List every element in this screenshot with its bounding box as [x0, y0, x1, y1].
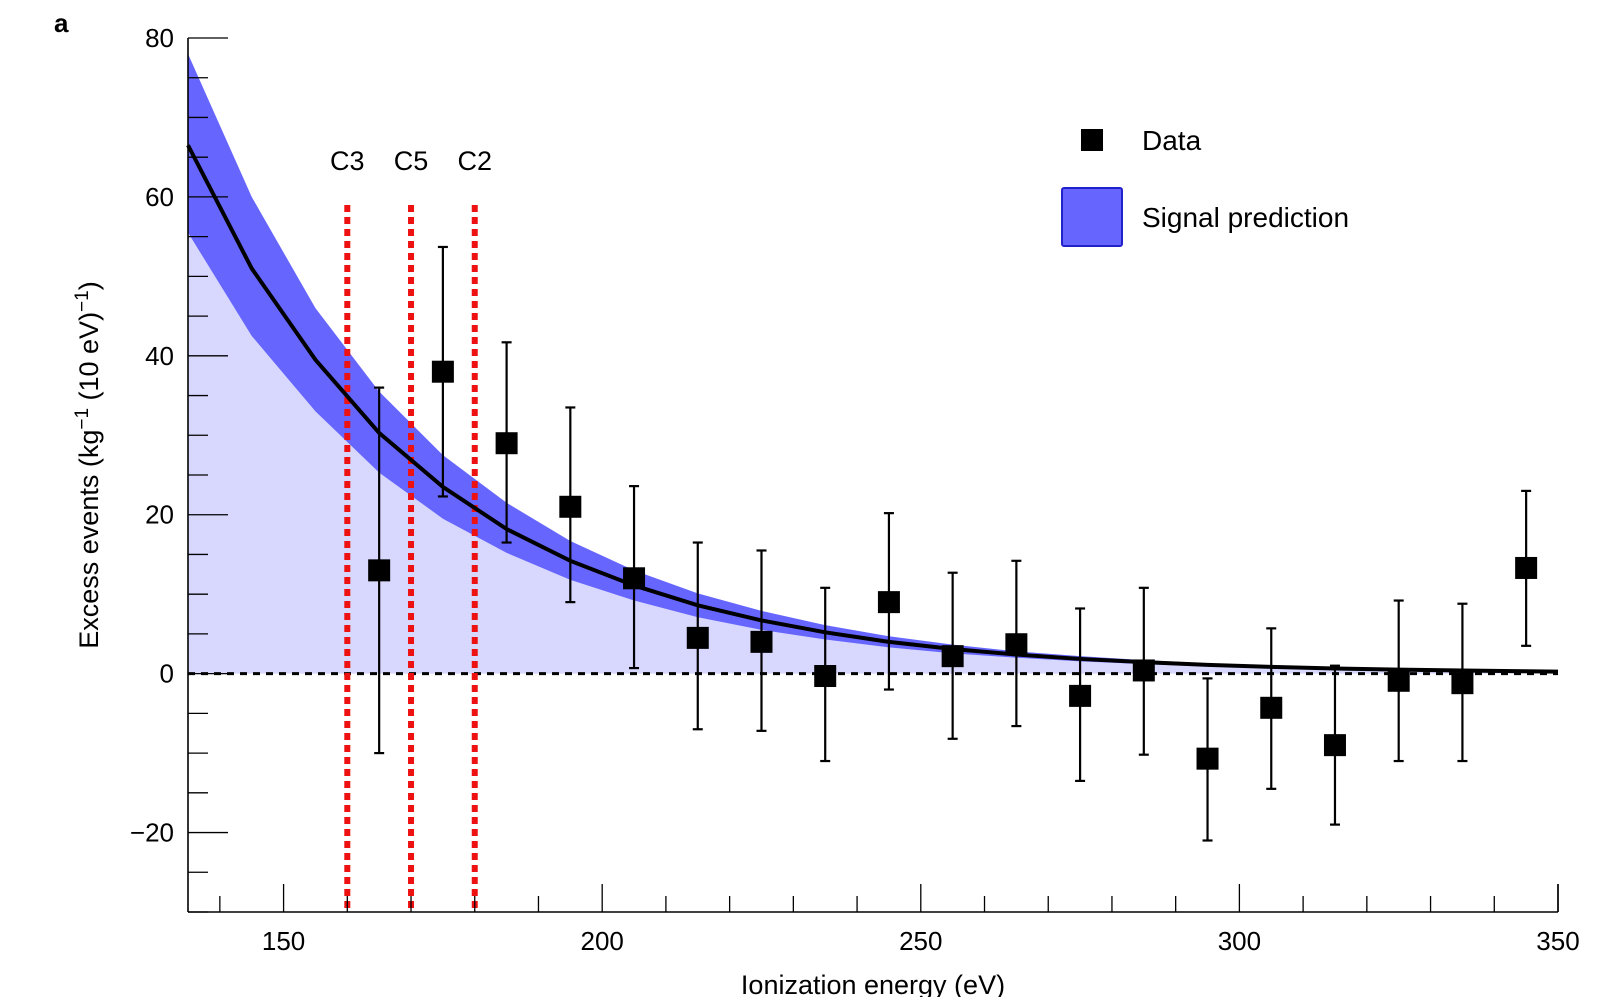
x-tick-label: 250: [899, 926, 942, 956]
y-tick-label: 60: [145, 182, 174, 212]
data-point: [877, 591, 900, 614]
legend-marker-data: [1081, 129, 1103, 151]
signal-fill-area: [188, 232, 1558, 674]
y-axis-title-part: −1: [72, 290, 93, 312]
data-point: [431, 360, 454, 383]
x-tick-label: 350: [1536, 926, 1579, 956]
legend-label-signal-prediction: Signal prediction: [1142, 202, 1349, 233]
x-tick-label: 200: [580, 926, 623, 956]
panel-label: a: [54, 8, 69, 38]
reference-label-c5: C5: [394, 146, 429, 176]
legend-label-data: Data: [1142, 125, 1202, 156]
data-point: [1132, 659, 1155, 682]
data-point: [1515, 556, 1538, 579]
y-axis-title-part: −1: [72, 408, 93, 430]
legend-swatch-signal: [1061, 187, 1123, 247]
signal-uncertainty-band: [188, 53, 1558, 673]
signal-band-layer: [188, 53, 1558, 673]
reference-label-c2: C2: [457, 146, 492, 176]
y-axis-title-part: (10 eV): [74, 312, 104, 408]
data-point: [1387, 669, 1410, 692]
fill-under-curve-layer: [188, 232, 1558, 674]
y-axis-title-part: ): [74, 281, 104, 290]
data-point: [750, 630, 773, 653]
x-tick-label: 150: [262, 926, 305, 956]
data-point: [623, 567, 646, 590]
data-point: [1005, 633, 1028, 656]
y-tick-label: 40: [145, 341, 174, 371]
data-point: [686, 626, 709, 649]
x-tick-label: 300: [1218, 926, 1261, 956]
axes-layer: −20 0 20 40 60 80 150 200 250 300 350: [130, 23, 1580, 956]
legend: Data Signal prediction: [1061, 125, 1349, 247]
y-axis-title-part: Excess events (kg: [74, 430, 104, 649]
reference-lines-layer: C3 C5 C2: [330, 146, 492, 912]
data-point: [814, 665, 837, 688]
data-point: [495, 432, 518, 455]
data-point: [1196, 747, 1219, 770]
data-point: [1260, 696, 1283, 719]
data-point: [1451, 672, 1474, 695]
data-point: [941, 645, 964, 668]
data-point: [368, 559, 391, 582]
y-tick-label: 80: [145, 23, 174, 53]
y-axis-title: Excess events (kg−1 (10 eV)−1): [72, 281, 105, 648]
y-tick-label: 0: [160, 659, 174, 689]
data-points-layer: [368, 245, 1538, 842]
data-point: [559, 495, 582, 518]
reference-label-c3: C3: [330, 146, 365, 176]
data-point: [1323, 734, 1346, 757]
x-axis-title: Ionization energy (eV): [741, 970, 1005, 997]
data-point: [1069, 684, 1092, 707]
y-tick-label: 20: [145, 500, 174, 530]
y-tick-label: −20: [130, 818, 174, 848]
